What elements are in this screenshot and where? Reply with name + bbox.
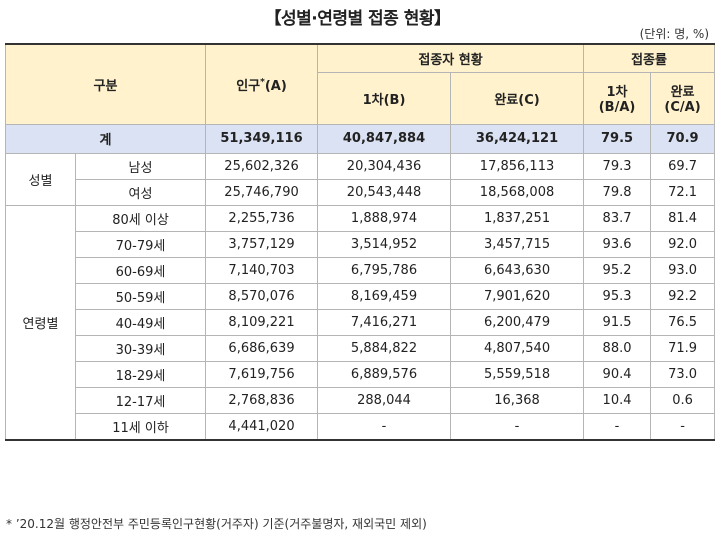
cell-complete-rate: 69.7 — [650, 152, 715, 180]
cell-first-rate: - — [583, 412, 652, 440]
header-complete-rate: 완료 (C/A) — [650, 71, 715, 125]
header-first-dose: 1차(B) — [317, 71, 452, 125]
row-label: 60-69세 — [74, 256, 207, 284]
cell-first-rate: 93.6 — [583, 230, 652, 258]
header-category: 구분 — [4, 43, 207, 125]
cell-first-rate: 83.7 — [583, 204, 652, 232]
cell-population: 25,602,326 — [205, 152, 319, 180]
cell-first: 6,889,576 — [317, 360, 452, 388]
cell-completed: 6,643,630 — [450, 256, 585, 284]
header-population: 인구*(A) — [205, 43, 319, 125]
cell-completed: 16,368 — [450, 386, 585, 414]
cell-complete-rate: 72.1 — [650, 178, 715, 206]
vaccination-table: 구분 인구*(A) 접종자 현황 접종률 1차(B) 완료(C) 1차 (B/A)… — [4, 43, 715, 441]
cell-completed: 3,457,715 — [450, 230, 585, 258]
cell-first-rate: 79.8 — [583, 178, 652, 206]
cell-complete-rate: 92.0 — [650, 230, 715, 258]
cell-population: 8,109,221 — [205, 308, 319, 336]
cell-first-rate: 88.0 — [583, 334, 652, 362]
table-row: 연령별 80세 이상 2,255,736 1,888,974 1,837,251 83.7… — [5, 204, 715, 440]
cell-completed: 7,901,620 — [450, 282, 585, 310]
cell-complete-rate: 76.5 — [650, 308, 715, 336]
row-label: 18-29세 — [74, 360, 207, 388]
cell-completed: 17,856,113 — [450, 152, 585, 180]
row-label: 40-49세 — [74, 308, 207, 336]
row-label: 여성 — [74, 178, 207, 206]
total-complete-rate: 70.9 — [650, 123, 715, 154]
cell-completed: 5,559,518 — [450, 360, 585, 388]
age-group-label: 연령별 — [5, 204, 76, 440]
table-row: 60-69세 7,140,703 6,795,786 6,643,630 95.2 93.… — [6, 256, 715, 284]
cell-complete-rate: - — [650, 412, 715, 440]
cell-population: 8,570,076 — [205, 282, 319, 310]
table-row: 30-39세 6,686,639 5,884,822 4,807,540 88.0 71.… — [6, 334, 715, 362]
row-label: 30-39세 — [74, 334, 207, 362]
cell-population: 7,619,756 — [205, 360, 319, 388]
cell-first-rate: 95.3 — [583, 282, 652, 310]
cell-complete-rate: 93.0 — [650, 256, 715, 284]
cell-first: 3,514,952 — [317, 230, 452, 258]
total-first: 40,847,884 — [317, 123, 452, 154]
cell-population: 3,757,129 — [205, 230, 319, 258]
table-row: 12-17세 2,768,836 288,044 16,368 10.4 0.6 — [6, 386, 715, 414]
cell-first-rate: 10.4 — [583, 386, 652, 414]
cell-first: 288,044 — [317, 386, 452, 414]
header-rate: 접종률 — [583, 43, 715, 73]
cell-complete-rate: 81.4 — [650, 204, 715, 232]
row-label: 남성 — [74, 152, 207, 180]
cell-population: 2,768,836 — [205, 386, 319, 414]
cell-first-rate: 91.5 — [583, 308, 652, 336]
total-first-rate: 79.5 — [583, 123, 652, 154]
unit-label: (단위: 명, %) — [639, 27, 709, 41]
row-label: 50-59세 — [74, 282, 207, 310]
row-label: 11세 이하 — [74, 412, 207, 440]
cell-completed: 1,837,251 — [450, 204, 585, 232]
cell-completed: - — [450, 412, 585, 440]
cell-first: 7,416,271 — [317, 308, 452, 336]
cell-population: 6,686,639 — [205, 334, 319, 362]
cell-complete-rate: 73.0 — [650, 360, 715, 388]
cell-completed: 6,200,479 — [450, 308, 585, 336]
total-population: 51,349,116 — [205, 123, 319, 154]
table-row: 50-59세 8,570,076 8,169,459 7,901,620 95.3 92.… — [6, 282, 715, 310]
row-label: 12-17세 — [74, 386, 207, 414]
cell-population: 4,441,020 — [205, 412, 319, 440]
cell-first: 20,543,448 — [317, 178, 452, 206]
cell-completed: 18,568,008 — [450, 178, 585, 206]
cell-first-rate: 95.2 — [583, 256, 652, 284]
row-label: 70-79세 — [74, 230, 207, 258]
table-row: 여성 25,746,790 20,543,448 18,568,008 79.8 72.1 — [6, 178, 715, 206]
table-row: 40-49세 8,109,221 7,416,271 6,200,479 91.5 76.… — [6, 308, 715, 336]
cell-complete-rate: 92.2 — [650, 282, 715, 310]
header-first-rate: 1차 (B/A) — [583, 71, 652, 125]
table-row: 70-79세 3,757,129 3,514,952 3,457,715 93.6 92.… — [6, 230, 715, 258]
table-row: 11세 이하 4,441,020- - - - — [6, 412, 715, 440]
cell-first: 5,884,822 — [317, 334, 452, 362]
cell-first: 1,888,974 — [317, 204, 452, 232]
cell-completed: 4,807,540 — [450, 334, 585, 362]
total-row: 계 51,349,116 40,847,884 36,424,121 79.5 … — [4, 123, 715, 154]
cell-first: 8,169,459 — [317, 282, 452, 310]
cell-population: 25,746,790 — [205, 178, 319, 206]
cell-first-rate: 90.4 — [583, 360, 652, 388]
cell-first-rate: 79.3 — [583, 152, 652, 180]
row-label: 80세 이상 — [74, 204, 207, 232]
cell-first: 20,304,436 — [317, 152, 452, 180]
header-completed: 완료(C) — [450, 71, 585, 125]
cell-population: 2,255,736 — [205, 204, 319, 232]
cell-complete-rate: 71.9 — [650, 334, 715, 362]
cell-population: 7,140,703 — [205, 256, 319, 284]
cell-first: 6,795,786 — [317, 256, 452, 284]
gender-group-label: 성별 — [5, 152, 76, 206]
cell-complete-rate: 0.6 — [650, 386, 715, 414]
footnote: * ’20.12월 행정안전부 주민등록인구현황(거주자) 기준(거주불명자, … — [6, 517, 427, 531]
cell-first: - — [317, 412, 452, 440]
total-label: 계 — [4, 123, 207, 154]
header-vaccinated: 접종자 현황 — [317, 43, 585, 73]
table-row: 성별 남성 25,602,326 20,304,436 17,856,113 79.3 69… — [5, 152, 715, 206]
total-completed: 36,424,121 — [450, 123, 585, 154]
page-title: 【성별·연령별 접종 현황】 — [264, 9, 451, 29]
table-row: 18-29세 7,619,756 6,889,576 5,559,518 90.4 73.… — [6, 360, 715, 388]
